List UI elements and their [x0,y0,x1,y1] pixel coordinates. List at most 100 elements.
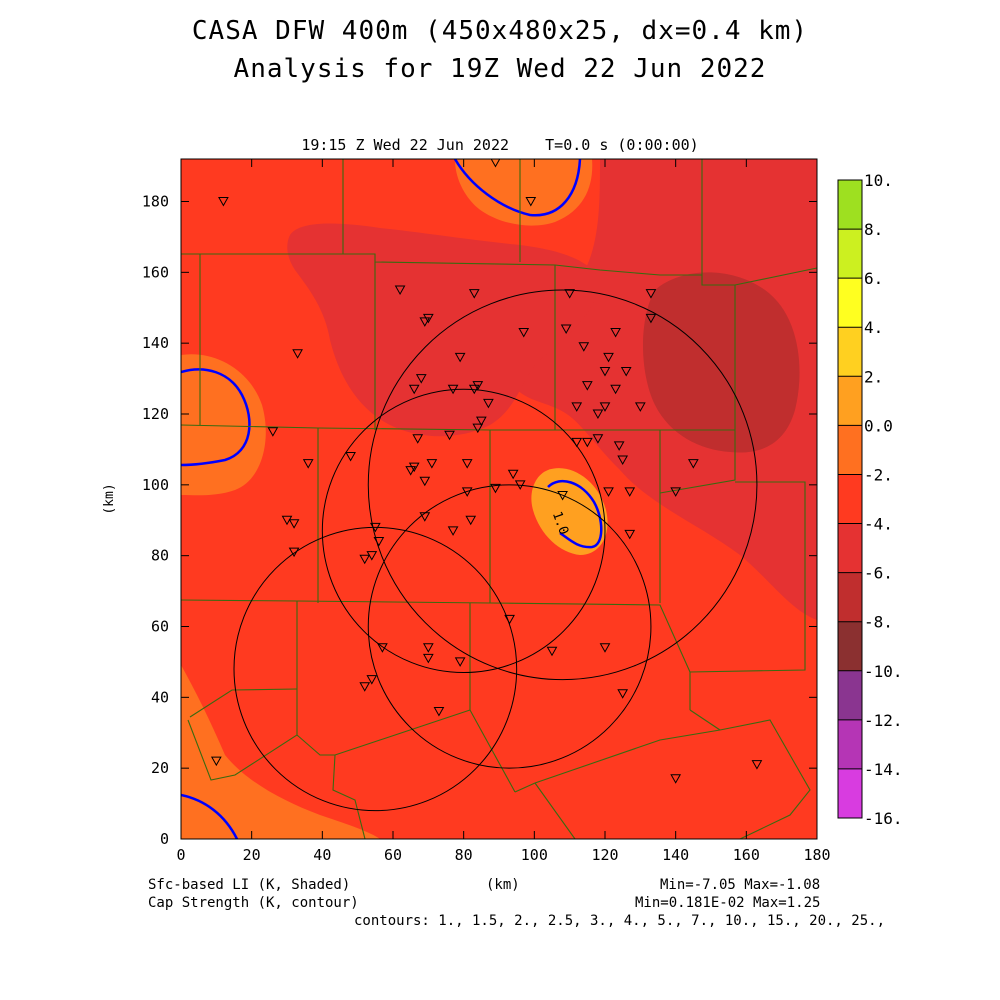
station-marker [426,459,438,469]
x-tick-label: 160 [733,846,760,864]
colorbar-swatch [838,376,862,426]
station-marker [571,402,583,412]
station-marker [617,455,629,466]
colorbar-swatch [838,572,862,622]
station-marker [687,459,699,469]
county-line [554,264,702,276]
station-marker [483,398,494,409]
county-line [187,601,298,781]
chart-title: CASA DFW 400m (450x480x25, dx=0.4 km) [191,16,809,46]
station-marker [419,476,431,487]
footer-cap-minmax: Min=0.181E-02 Max=1.25 [635,895,821,911]
colorbar-label: -6. [864,564,893,583]
station-marker [560,324,572,335]
station-marker [433,707,445,717]
station-marker [610,384,621,395]
contour-line-north [453,159,582,217]
station-marker [613,441,625,451]
colorbar-label: 6. [864,269,883,288]
station-marker [447,384,459,395]
station-marker [645,289,657,299]
station-marker [359,682,371,692]
colorbar-swatch [838,621,862,671]
radar-range-ring [233,526,518,812]
colorbar-label: -4. [864,515,893,534]
chart-subtitle: Analysis for 19Z Wed 22 Jun 2022 [233,54,767,84]
station-marker [670,774,682,784]
contour-line-southwest [181,793,239,839]
x-tick-label: 80 [455,846,473,864]
station-marker [624,487,636,497]
county-line [189,688,298,718]
station-marker [475,416,487,427]
x-tick-label: 140 [662,846,689,864]
colorbar-label: -10. [864,662,903,681]
colorbar-swatch [838,278,862,328]
y-tick-label: 160 [142,263,169,281]
colorbar-swatch [838,523,862,573]
station-marker [419,317,431,327]
station-marker [603,487,614,497]
station-marker [345,452,356,462]
x-tick-label: 20 [243,846,261,864]
y-axis-label: (km) [102,483,117,514]
station-marker [507,469,519,480]
y-tick-label: 140 [142,334,169,352]
county-line [181,599,691,710]
station-marker [670,487,682,497]
county-line [701,159,817,286]
footer-contour-label: Cap Strength (K, contour) [148,895,359,911]
station-marker [454,657,466,667]
station-marker [581,437,593,448]
station-marker [525,197,537,207]
station-marker [599,643,611,653]
station-marker [504,614,515,625]
colorbar-label: -12. [864,711,903,730]
field-warm-patch-center [531,468,608,555]
station-marker [366,675,378,685]
station-marker [634,402,646,412]
y-axis: 0 20 40 60 80 100 120 140 160 180 [142,193,817,848]
footer-shaded-label: Sfc-based LI (K, Shaded) [148,877,351,893]
station-marker [210,756,222,767]
y-tick-label: 40 [151,688,169,706]
colorbar-label: 2. [864,367,883,386]
station-marker [564,289,576,299]
station-marker [267,427,279,437]
county-line [659,285,736,494]
colorbar-label: -14. [864,760,903,779]
station-marker [454,352,466,363]
colorbar-swatch [838,229,862,279]
station-marker [472,423,484,434]
footer-li-minmax: Min=-7.05 Max=-1.08 [660,877,821,893]
station-marker [447,526,459,536]
x-tick-label: 40 [313,846,331,864]
station-marker [546,646,558,657]
county-line [332,754,366,839]
county-line [534,782,576,839]
colorbar-swatch [838,768,862,818]
contour-line-west [181,368,251,467]
station-marker [472,381,484,391]
station-marker [412,434,424,444]
station-marker [373,537,385,547]
station-marker [461,459,473,469]
x-tick-label: 100 [521,846,548,864]
station-marker [599,367,611,377]
station-marker [490,159,501,168]
station-marker [288,547,300,558]
county-line [689,709,721,731]
station-marker [624,529,636,540]
y-tick-label: 120 [142,405,169,423]
contour-line-center [547,479,603,549]
radar-range-ring [367,484,652,769]
station-marker [571,437,583,448]
field-stable-core [642,272,800,453]
station-marker [302,459,314,469]
radar-range-rings [233,289,758,812]
field-stable-region-north [287,223,600,437]
y-tick-label: 80 [151,547,169,565]
station-marker [366,551,378,561]
station-marker [592,409,604,420]
field-warm-patch-southwest [181,665,380,839]
